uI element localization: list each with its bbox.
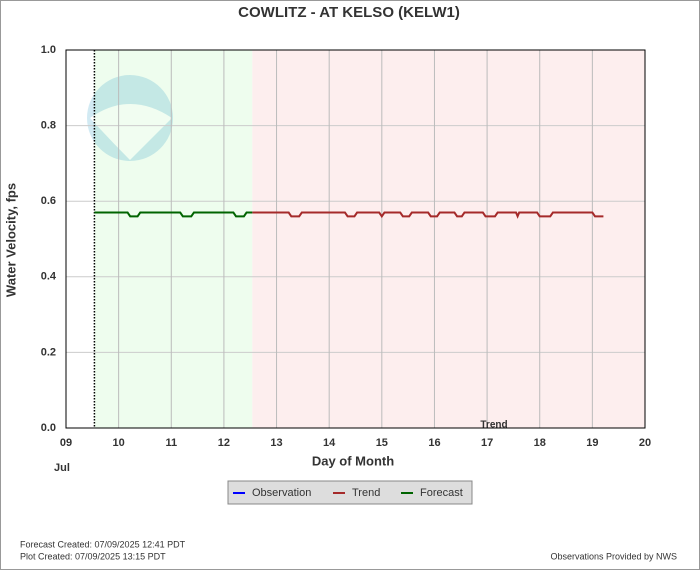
y-axis-label: Water Velocity, fps [3, 183, 18, 297]
y-tick-label: 0.2 [41, 346, 56, 358]
logo [87, 75, 173, 161]
logo-circle [87, 75, 173, 161]
legend: Observation Trend Forecast [227, 480, 473, 505]
series-line [94, 211, 253, 218]
legend-box [227, 480, 473, 505]
month-label: Jul [54, 462, 70, 474]
x-tick-label: 18 [534, 437, 546, 449]
y-tick-label: 0.4 [41, 271, 57, 283]
y-tick-label: 0.0 [41, 422, 56, 434]
plot: 0.0 0.2 0.4 0.6 0.8 1.0 09 10 11 12 13 14 15 16 17 18 19… [41, 44, 651, 505]
legend-label: Forecast [420, 487, 463, 499]
x-tick-label: 17 [481, 437, 493, 449]
chart-title: COWLITZ - AT KELSO (KELW1) [238, 4, 460, 21]
x-tick-label: 16 [428, 437, 440, 449]
shaded-region [94, 50, 253, 428]
footer-text: Plot Created: 07/09/2025 13:15 PDT [20, 551, 166, 561]
x-tick-label: 14 [323, 437, 336, 449]
y-tick-label: 0.8 [41, 120, 56, 132]
x-tick-label: 19 [586, 437, 598, 449]
plot-border [65, 49, 646, 429]
legend-label: Trend [352, 487, 380, 499]
x-tick-label: 10 [113, 437, 125, 449]
annotation: Trend [480, 420, 507, 431]
y-tick-label: 0.6 [41, 195, 56, 207]
x-tick-label: 13 [270, 437, 282, 449]
series-line [252, 211, 604, 219]
logo-bird [90, 104, 172, 160]
legend-label: Observation [252, 487, 311, 499]
x-tick-label: 09 [60, 437, 72, 449]
x-tick-label: 15 [376, 437, 388, 449]
x-tick-label: 20 [639, 437, 651, 449]
x-axis-label: Day of Month [312, 453, 394, 468]
shaded-region [252, 50, 645, 428]
x-tick-label: 12 [218, 437, 230, 449]
footer-text: Forecast Created: 07/09/2025 12:41 PDT [20, 539, 186, 549]
y-tick-label: 1.0 [41, 44, 56, 56]
footer-text: Observations Provided by NWS [550, 551, 677, 561]
x-tick-label: 11 [165, 437, 177, 449]
